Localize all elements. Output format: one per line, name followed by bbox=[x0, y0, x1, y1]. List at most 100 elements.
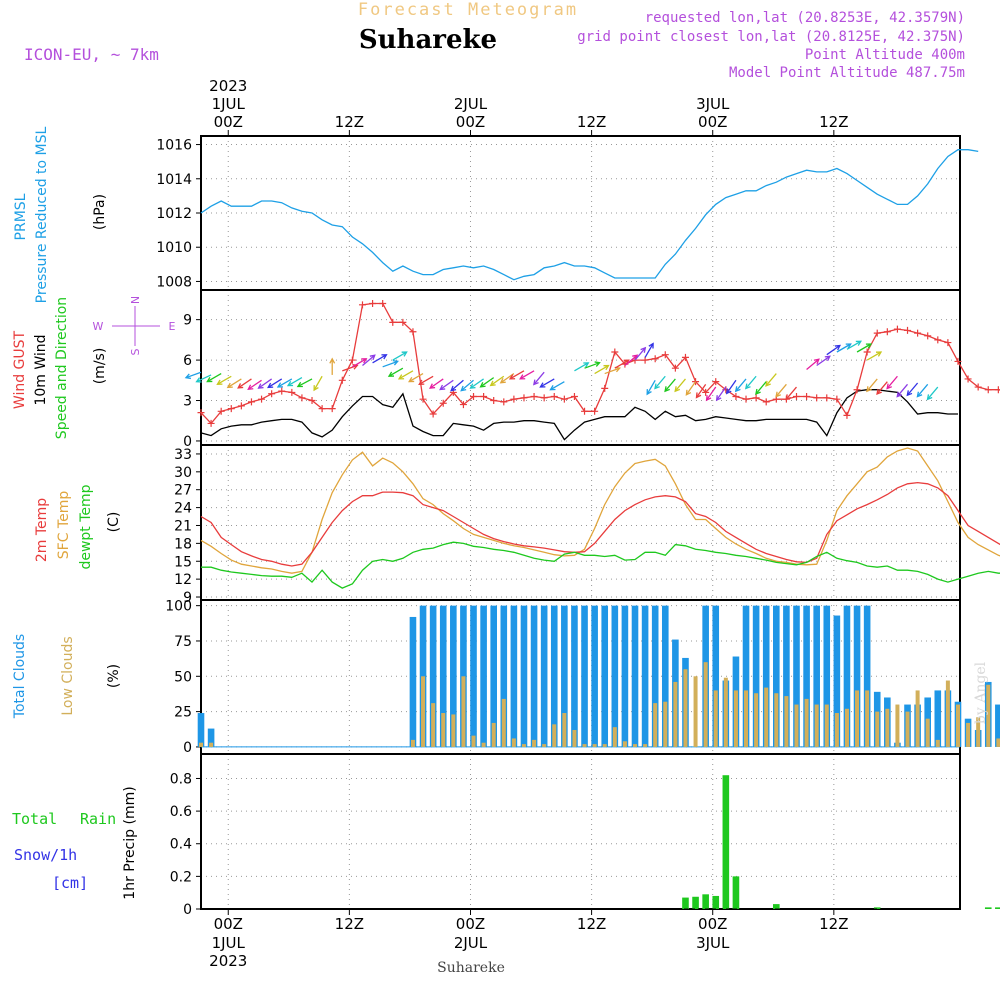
wind-arrow-head bbox=[392, 359, 399, 366]
y-tick-label: 30 bbox=[174, 465, 192, 481]
wind-panel: 0 3 6 9 bbox=[183, 289, 1000, 450]
low-cloud-bar bbox=[542, 744, 547, 747]
wind-arrow-head bbox=[352, 364, 359, 370]
low-cloud-bar bbox=[693, 676, 698, 747]
wind-arrow-head bbox=[237, 383, 244, 389]
wind-arrow-head bbox=[725, 388, 732, 395]
rain-bar bbox=[773, 904, 780, 909]
low-cloud-bar bbox=[905, 711, 910, 747]
gust-marker bbox=[207, 419, 215, 427]
wind-arrow bbox=[755, 381, 767, 395]
gust-marker bbox=[298, 394, 306, 402]
wind-arrow bbox=[846, 340, 862, 350]
total-cloud-bar bbox=[762, 605, 770, 747]
total-cloud-bar bbox=[601, 605, 609, 747]
y-tick-label: 0.4 bbox=[170, 837, 192, 853]
wind-arrow-head bbox=[926, 394, 933, 401]
wind-arrow-head bbox=[329, 357, 336, 364]
top-tick-label: 00Z bbox=[214, 113, 243, 131]
sfc-temp-label: SFC Temp bbox=[56, 491, 72, 560]
gust-marker bbox=[984, 386, 992, 394]
pressure-desc: Pressure Reduced to MSL bbox=[34, 126, 50, 303]
gust-marker bbox=[318, 405, 326, 413]
bottom-tick-label: 12Z bbox=[819, 915, 848, 933]
wind-arrow bbox=[866, 351, 882, 361]
pressure-panel: 1008 1010 1012 1014 1016 bbox=[156, 135, 979, 291]
wind-arrow-head bbox=[519, 374, 526, 380]
wind-arrow-head bbox=[603, 364, 610, 371]
precip-total-label: Total bbox=[12, 810, 57, 828]
wind-arrow bbox=[372, 354, 387, 364]
gust-marker bbox=[429, 410, 437, 418]
gust-marker bbox=[308, 397, 316, 405]
rain-bar bbox=[732, 876, 740, 909]
gust-marker bbox=[803, 392, 811, 400]
total-cloud-bar bbox=[520, 605, 528, 747]
wind-arrow-head bbox=[755, 388, 761, 395]
wind-arrow bbox=[509, 370, 525, 380]
wind-arrow-head bbox=[674, 386, 681, 393]
gust-marker bbox=[954, 357, 962, 365]
bottom-tick-label: 12Z bbox=[577, 915, 606, 933]
wind-arrow bbox=[408, 373, 424, 383]
gust-marker bbox=[671, 364, 679, 372]
gust-marker bbox=[328, 405, 336, 413]
gust-marker bbox=[581, 407, 589, 415]
requested-coords: requested lon,lat (20.8253E, 42.3579N) bbox=[645, 10, 965, 26]
gust-marker bbox=[409, 328, 417, 336]
total-cloud-bar bbox=[712, 605, 720, 747]
wind-arrow-head bbox=[583, 362, 590, 368]
wind-arrow-head bbox=[594, 361, 601, 367]
gust-marker bbox=[904, 326, 912, 334]
top-day-label: 2JUL bbox=[454, 95, 488, 113]
gust-marker bbox=[399, 318, 407, 326]
wind-arrow bbox=[916, 383, 929, 398]
y-tick-label: 21 bbox=[174, 518, 192, 534]
wind-arrow bbox=[735, 378, 747, 392]
wind-arrow bbox=[644, 343, 654, 358]
gust-marker bbox=[550, 392, 558, 400]
gust-marker bbox=[439, 399, 447, 407]
y-tick-label: 0.6 bbox=[170, 804, 192, 820]
total-cloud-bar bbox=[823, 605, 831, 747]
wind-arrow-head bbox=[875, 351, 883, 357]
total-cloud-bar bbox=[934, 690, 942, 747]
wind-arrow-head bbox=[886, 383, 893, 390]
clouds-labels: Total Clouds Low Clouds (%) bbox=[12, 634, 122, 719]
wind-arrow bbox=[876, 381, 888, 395]
compass-s: S bbox=[129, 348, 142, 355]
wind-arrow-head bbox=[824, 355, 831, 362]
wind-arrow-head bbox=[479, 382, 486, 388]
precip-snow-label: Snow/1h bbox=[14, 846, 77, 864]
wind-arrow-head bbox=[906, 390, 913, 397]
bottom-day-label: 3JUL bbox=[696, 934, 730, 952]
low-cloud-bar bbox=[592, 744, 597, 747]
y-tick-label: 18 bbox=[174, 536, 192, 552]
wind-arrow-head bbox=[916, 391, 923, 398]
wind-arrow bbox=[313, 375, 323, 391]
low-cloud-bar bbox=[744, 690, 749, 747]
low-cloud-bar bbox=[703, 662, 708, 747]
wind-arrow bbox=[726, 379, 737, 394]
wind-arrow-head bbox=[648, 342, 654, 349]
wind-arrow-head bbox=[369, 354, 376, 361]
gust-marker bbox=[510, 395, 518, 403]
gust-marker bbox=[338, 376, 346, 384]
wind-arrow bbox=[836, 343, 852, 353]
wind-arrow bbox=[392, 351, 407, 361]
y-tick-label: 0.2 bbox=[170, 869, 192, 885]
gust-marker bbox=[792, 392, 800, 400]
compass-rose: W E N S bbox=[93, 296, 176, 356]
wind-arrow bbox=[716, 386, 727, 401]
precip-snow-unit: [cm] bbox=[52, 874, 88, 892]
total-cloud-bar bbox=[803, 605, 810, 747]
low-cloud-bar bbox=[653, 703, 658, 747]
wind-arrow bbox=[664, 378, 676, 392]
low-cloud-bar bbox=[602, 744, 607, 747]
top-tick-label: 00Z bbox=[698, 113, 727, 131]
gust-marker bbox=[692, 378, 700, 386]
wind-arrow-head bbox=[276, 382, 283, 388]
wind-arrow bbox=[906, 382, 919, 396]
